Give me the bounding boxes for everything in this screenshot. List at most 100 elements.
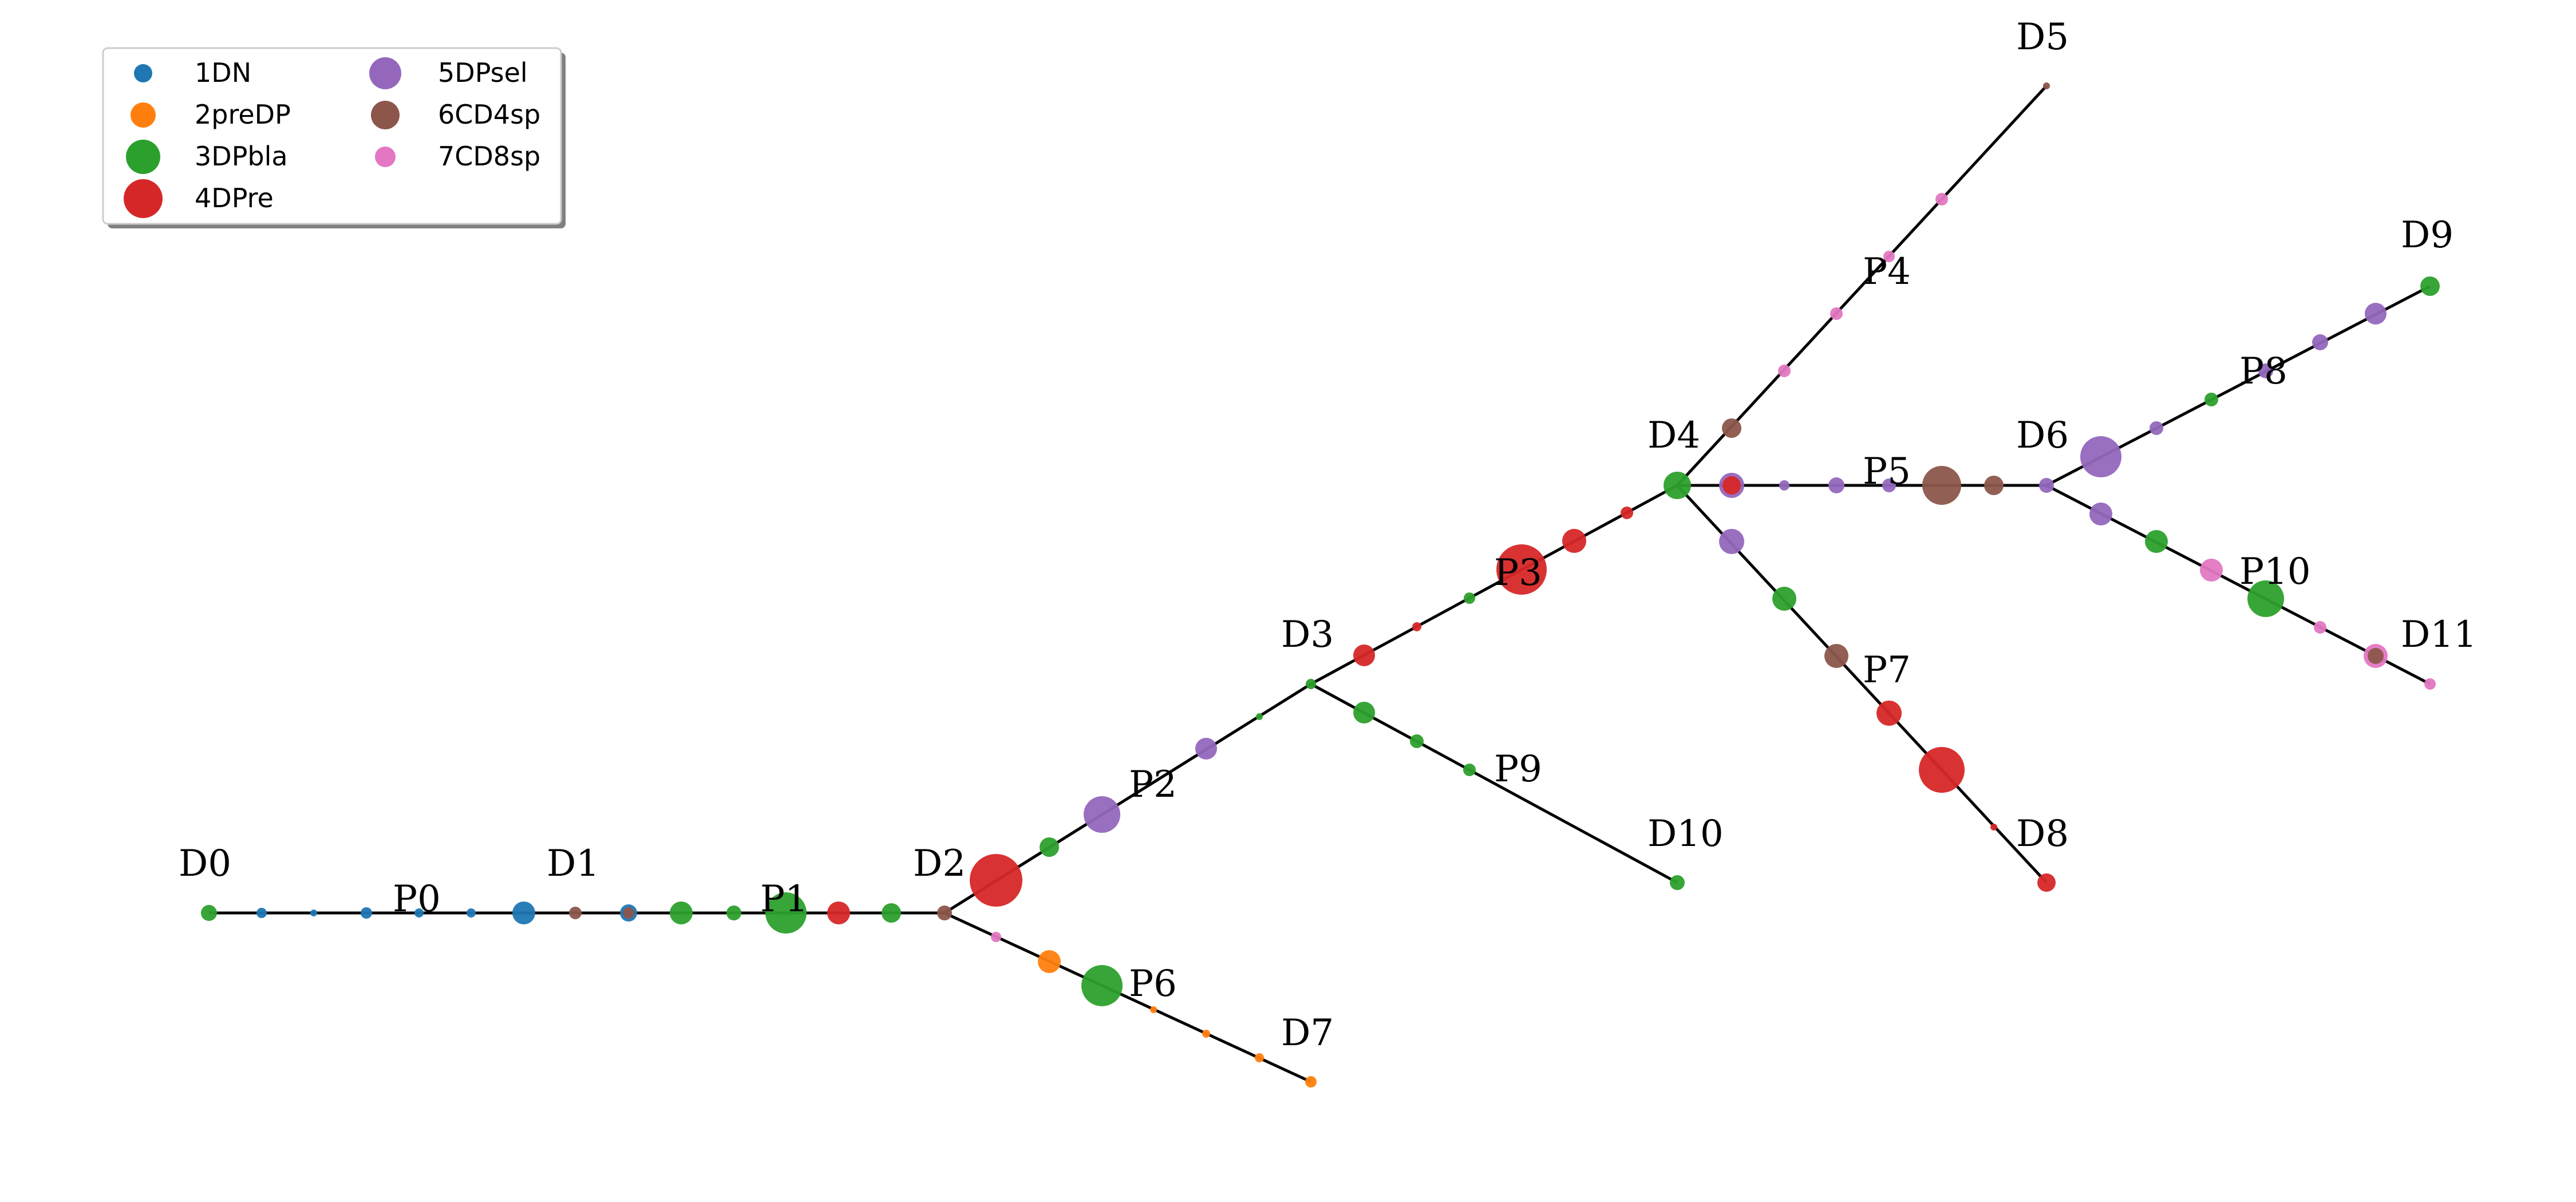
node-label-d2: D2 bbox=[913, 843, 966, 885]
cell-point bbox=[765, 892, 807, 934]
cell-point bbox=[1828, 477, 1844, 493]
node-label-p6: P6 bbox=[1129, 963, 1177, 1005]
cell-point bbox=[1990, 824, 1997, 831]
cell-point bbox=[1464, 592, 1475, 604]
edges bbox=[209, 85, 2431, 1084]
cell-point bbox=[2150, 421, 2163, 435]
cell-point bbox=[1256, 713, 1263, 720]
cell-point bbox=[1040, 837, 1059, 857]
cell-point bbox=[512, 902, 535, 924]
legend-marker bbox=[124, 179, 163, 218]
cell-point bbox=[2258, 363, 2273, 378]
edge-d2-d7 bbox=[943, 911, 1312, 1084]
cell-point bbox=[1255, 1053, 1264, 1062]
cell-point bbox=[569, 907, 582, 919]
cell-point bbox=[1824, 644, 1848, 668]
node-label-p1: P1 bbox=[760, 878, 808, 920]
cell-point bbox=[1353, 702, 1375, 723]
legend-entry-3dpbla: 3DPbla bbox=[126, 140, 288, 174]
legend-label: 6CD4sp bbox=[438, 99, 540, 130]
cell-point bbox=[1195, 738, 1217, 760]
cell-point bbox=[2039, 478, 2054, 493]
legend-label: 1DN bbox=[195, 57, 251, 88]
cell-point bbox=[1722, 476, 1741, 495]
legend-marker bbox=[131, 102, 156, 128]
node-label-d0: D0 bbox=[179, 843, 231, 885]
cell-point bbox=[2145, 530, 2168, 553]
node-label-p7: P7 bbox=[1863, 649, 1911, 691]
cell-point bbox=[1984, 476, 2004, 495]
cell-point bbox=[1496, 544, 1547, 595]
cell-point bbox=[1202, 1030, 1210, 1038]
cell-point bbox=[2312, 334, 2328, 350]
cell-point bbox=[256, 908, 267, 918]
legend-entry-2predp: 2preDP bbox=[131, 99, 291, 130]
legend-marker bbox=[375, 147, 396, 167]
node-label-d4: D4 bbox=[1647, 414, 1700, 457]
node-label-d7: D7 bbox=[1281, 1012, 1334, 1054]
legend-marker bbox=[126, 140, 160, 174]
node-label-d3: D3 bbox=[1281, 614, 1334, 656]
legend-entry-5dpsel: 5DPsel bbox=[369, 57, 528, 89]
cell-point bbox=[2043, 82, 2050, 89]
cell-point bbox=[1306, 679, 1316, 689]
cell-point bbox=[991, 932, 1001, 942]
cell-point bbox=[937, 906, 952, 920]
legend-marker bbox=[369, 57, 401, 89]
node-label-p4: P4 bbox=[1863, 251, 1911, 293]
cell-point bbox=[2424, 678, 2436, 690]
cell-point bbox=[1919, 747, 1965, 793]
node-label-p5: P5 bbox=[1863, 450, 1911, 493]
legend-entry-1dn: 1DN bbox=[134, 57, 251, 88]
cell-point bbox=[1412, 622, 1421, 631]
cell-point bbox=[2368, 648, 2384, 664]
cell-point bbox=[2204, 393, 2218, 406]
cell-points bbox=[201, 82, 2440, 1088]
cell-point bbox=[1719, 529, 1744, 554]
node-label-d11: D11 bbox=[2401, 614, 2477, 656]
cell-point bbox=[1081, 965, 1123, 1006]
node-label-d1: D1 bbox=[547, 843, 599, 885]
cell-point bbox=[1621, 507, 1633, 519]
node-label-d8: D8 bbox=[2016, 813, 2069, 855]
node-label-p10: P10 bbox=[2239, 551, 2311, 593]
cell-point bbox=[1772, 587, 1796, 611]
cell-point bbox=[310, 910, 317, 916]
legend-entry-4dpre: 4DPre bbox=[124, 179, 274, 218]
cell-point bbox=[1463, 764, 1476, 776]
node-label-d6: D6 bbox=[2016, 414, 2069, 457]
legend-frame bbox=[102, 47, 562, 225]
cell-point bbox=[361, 907, 372, 919]
cell-point bbox=[670, 902, 693, 924]
node-label-p3: P3 bbox=[1494, 552, 1542, 594]
cell-point bbox=[467, 908, 476, 918]
legend-marker bbox=[371, 101, 400, 129]
node-label-p9: P9 bbox=[1494, 748, 1542, 790]
cell-point bbox=[1876, 701, 1902, 726]
cell-point bbox=[2037, 873, 2056, 892]
cell-point bbox=[1670, 875, 1685, 890]
cell-point bbox=[1779, 480, 1789, 491]
legend-entry-7cd8sp: 7CD8sp bbox=[375, 141, 540, 172]
cell-point bbox=[2089, 503, 2112, 525]
legend-label: 7CD8sp bbox=[438, 141, 540, 172]
legend-marker bbox=[134, 64, 152, 82]
cell-point bbox=[1353, 645, 1375, 666]
legend-entry-6cd4sp: 6CD4sp bbox=[371, 99, 540, 130]
legend-label: 2preDP bbox=[195, 99, 291, 130]
legend: 1DN 2preDP 3DPbla 4DPre 5DPsel 6CD4sp 7C… bbox=[102, 47, 566, 228]
cell-point bbox=[970, 854, 1022, 907]
cell-point bbox=[1562, 529, 1586, 553]
cell-point bbox=[2247, 580, 2284, 617]
cell-point bbox=[1883, 251, 1895, 262]
cell-point bbox=[1722, 418, 1741, 438]
cell-point bbox=[1150, 1006, 1157, 1013]
edge-d4-d5 bbox=[1676, 85, 2048, 487]
legend-label: 4DPre bbox=[195, 183, 274, 213]
cell-point bbox=[726, 906, 741, 920]
node-label-p2: P2 bbox=[1129, 764, 1177, 806]
node-label-d5: D5 bbox=[2016, 16, 2069, 58]
cell-point bbox=[1305, 1076, 1317, 1088]
cell-point bbox=[882, 903, 901, 923]
